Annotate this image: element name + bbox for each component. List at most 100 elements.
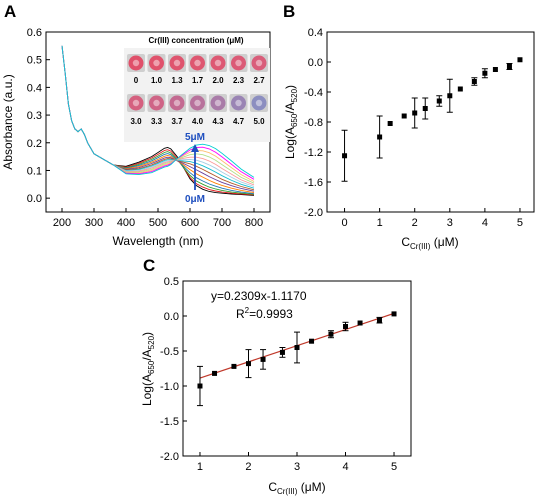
panel-b-xtick-label: 1 <box>377 217 383 229</box>
well <box>190 95 205 111</box>
well-label: 4.7 <box>233 117 245 126</box>
panel-b-ytick-label: -0.8 <box>304 117 323 129</box>
panel-c-frame <box>182 280 412 457</box>
panel-b-xtick-label: 3 <box>447 217 453 229</box>
well-highlight <box>194 99 201 107</box>
well <box>231 55 246 71</box>
panel-c-data-point <box>343 324 349 329</box>
well <box>190 55 205 71</box>
panel-b-xlabel-unit: (μM) <box>430 235 458 249</box>
well-highlight <box>255 99 263 107</box>
panel-b-data-point <box>457 86 463 92</box>
well-label: 2.7 <box>253 76 265 85</box>
panel-a-xtick-label: 700 <box>213 217 231 229</box>
panel-b-xlabel-main: C <box>401 235 410 249</box>
well <box>149 95 164 111</box>
panel-c-data-point <box>231 363 237 369</box>
well-label: 2.3 <box>233 76 245 85</box>
spectrum-line <box>61 45 255 178</box>
panel-c-points <box>196 311 397 407</box>
well <box>128 95 144 111</box>
panel-c-data-point <box>197 383 203 389</box>
panel-b-data-point <box>517 57 523 63</box>
panel-a-xlabel: Wavelength (nm) <box>113 234 204 248</box>
panel-b-ytick-label: 0.0 <box>308 57 323 69</box>
panel-a-chart: 200 300 400 500 600 700 800 0.0 0.1 0.2 0.3 0.4 0.5 0… <box>1 27 271 248</box>
panel-b-data-point <box>401 113 407 119</box>
panel-b-ytick-label: -1.2 <box>304 147 323 159</box>
well <box>210 95 226 111</box>
trend-arrow-head <box>191 144 199 152</box>
panel-c-ytick-label: -1.5 <box>160 416 179 428</box>
well-highlight <box>235 59 242 67</box>
panel-c-ytick-label: 0.0 <box>164 311 179 323</box>
panel-c-ylabel-a: Log(A <box>140 374 154 406</box>
panel-c-data-point <box>260 356 266 362</box>
panel-b-ylabel-sub1: 650 <box>290 113 299 127</box>
panel-b-ylabel-sub2: 520 <box>290 88 299 102</box>
panel-a-ylabel: Absorbance (a.u.) <box>1 74 15 169</box>
panel-b-ytick-label: -2.0 <box>304 207 323 219</box>
panel-c-data-point <box>279 349 285 355</box>
well-highlight <box>153 99 160 107</box>
well <box>231 95 246 111</box>
well <box>149 55 164 71</box>
r2-value: =0.9993 <box>249 307 293 321</box>
panel-a-ytick-label: 0.4 <box>27 82 42 94</box>
panel-b-ylabel-a: Log(A <box>283 127 297 159</box>
panel-c-xtick-label: 1 <box>197 461 203 473</box>
panel-b-data-point <box>422 106 428 111</box>
panel-b-xtick-label: 5 <box>517 217 523 229</box>
panel-b-ytick-label: -1.6 <box>304 177 323 189</box>
well-label: 4.3 <box>212 117 224 126</box>
panel-b-data-point <box>377 134 383 140</box>
panel-c-chart: 1 2 3 4 5 -2.0 -1.5 -1.0 -0.5 0.0 0.5 y=0.2309x-1.… <box>140 276 412 496</box>
well-label: 3.3 <box>151 117 163 126</box>
panel-a-xtick-label: 400 <box>117 217 135 229</box>
well <box>128 55 144 71</box>
panel-b-data-point <box>412 110 418 116</box>
panel-letter-b: B <box>283 2 295 21</box>
well-highlight <box>132 59 140 67</box>
panel-b-ylabel: Log(A650/A520) <box>283 85 299 159</box>
annotation-0um: 0μM <box>185 194 205 205</box>
panel-b-data-point <box>387 121 393 126</box>
panel-b-ytick-label: 0.4 <box>308 27 323 39</box>
panel-b-xtick-label: 4 <box>482 217 488 229</box>
panel-b-data-point <box>492 67 498 72</box>
panel-b-ylabel-close: ) <box>283 85 297 89</box>
panel-c-data-point <box>309 338 315 344</box>
panel-c-xtick-label: 3 <box>294 461 300 473</box>
well-label: 4.0 <box>192 117 204 126</box>
panel-a-xtick-label: 500 <box>149 217 167 229</box>
panel-c-ylabel-close: ) <box>140 332 154 336</box>
panel-b-data-point <box>506 64 512 69</box>
panel-c-data-point <box>376 317 382 323</box>
fit-equation: y=0.2309x-1.1170 <box>211 289 307 303</box>
panel-c-xtick-label: 2 <box>245 461 251 473</box>
panel-a-ytick-label: 0.1 <box>27 165 42 177</box>
panel-b-data-point <box>342 153 348 159</box>
panel-a-inset: Cr(III) concentration (μM) 0 1.0 1.3 1.7 2.0… <box>124 36 270 142</box>
panel-c-data-point <box>391 311 397 317</box>
panel-c-data-point <box>212 370 218 376</box>
panel-c-data-point <box>245 361 251 367</box>
panel-b-ytick-label: -0.4 <box>304 87 323 99</box>
panel-b-chart: 0 1 2 3 4 5 -2.0 -1.6 -1.2 -0.8 -0.4 0.0 0.4 CCr(III… <box>283 27 535 251</box>
panel-c-ytick-label: -0.5 <box>160 346 179 358</box>
annotation-5um: 5μM <box>185 132 205 143</box>
panel-c-ylabel-sub1: 650 <box>147 360 156 374</box>
r2-sup: 2 <box>245 306 250 315</box>
panel-b-data-point <box>436 98 442 104</box>
well-highlight <box>255 59 263 67</box>
panel-b-data-point <box>482 70 488 76</box>
panel-b-xlabel-sub: Cr(III) <box>410 242 431 251</box>
panel-c-ylabel-sub2: 520 <box>147 335 156 349</box>
well-label: 1.0 <box>151 76 163 85</box>
panel-a-xtick-label: 600 <box>181 217 199 229</box>
panel-c-data-point <box>357 320 363 326</box>
panel-a-xtick-label: 300 <box>85 217 103 229</box>
panel-a-ytick-label: 0.0 <box>27 193 42 205</box>
panel-a-ytick-label: 0.3 <box>27 110 42 122</box>
well-label: 1.7 <box>192 76 204 85</box>
